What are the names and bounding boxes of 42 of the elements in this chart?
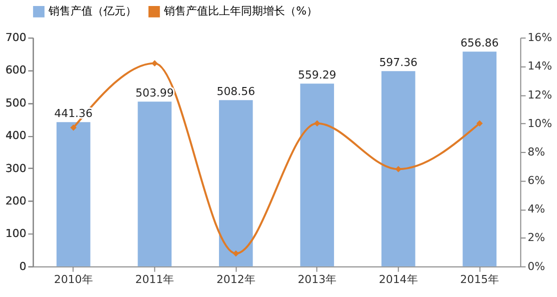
bar [462, 52, 496, 266]
point [232, 250, 240, 257]
y2-tick-label: 10% [528, 116, 552, 130]
x-tick-label: 2012年 [216, 272, 256, 286]
point [476, 120, 483, 127]
bar [56, 122, 90, 266]
text: 559.29 [298, 68, 336, 82]
x-tick-label: 2015年 [460, 272, 500, 286]
text: 508.56 [216, 85, 256, 98]
point [395, 166, 402, 172]
y2-tick-label: 6% [528, 174, 546, 188]
x-tick-label: 2010年 [54, 272, 93, 286]
legend-label: 销售产值（亿元） [48, 4, 137, 18]
point [314, 120, 320, 127]
y-tick-label: 100 [5, 227, 26, 240]
bar [300, 84, 334, 266]
point [70, 124, 77, 131]
text: 503.99 [136, 86, 174, 100]
text: 597.36 [379, 56, 418, 70]
y2-tick-label: 16% [528, 31, 552, 44]
y-tick-label: 200 [5, 194, 26, 208]
x-tick-label: 2013年 [298, 272, 337, 286]
x-tick-label: 2011年 [135, 272, 174, 286]
text: 656.86 [460, 36, 499, 50]
y2-tick-label: 4% [528, 202, 546, 216]
y2-tick-label: 12% [528, 88, 552, 102]
bar [218, 100, 253, 266]
point [152, 60, 158, 66]
y2-tick-label: 0% [528, 260, 546, 273]
y-tick-label: 700 [5, 31, 26, 44]
y-tick-label: 400 [5, 129, 26, 142]
bar [138, 102, 172, 266]
y2-tick-label: 8% [528, 145, 546, 158]
y-tick-label: 300 [5, 162, 26, 175]
x-tick-label: 2014年 [378, 272, 418, 286]
legend-label: 销售产值比上年同期增长（%） [163, 4, 318, 18]
y-tick-label: 600 [5, 64, 26, 77]
y-tick-label: 500 [5, 96, 26, 110]
y2-tick-label: 14% [528, 60, 552, 73]
y2-tick-label: 2% [528, 231, 546, 244]
bar [381, 71, 416, 266]
y-tick-label: 0 [19, 260, 26, 273]
